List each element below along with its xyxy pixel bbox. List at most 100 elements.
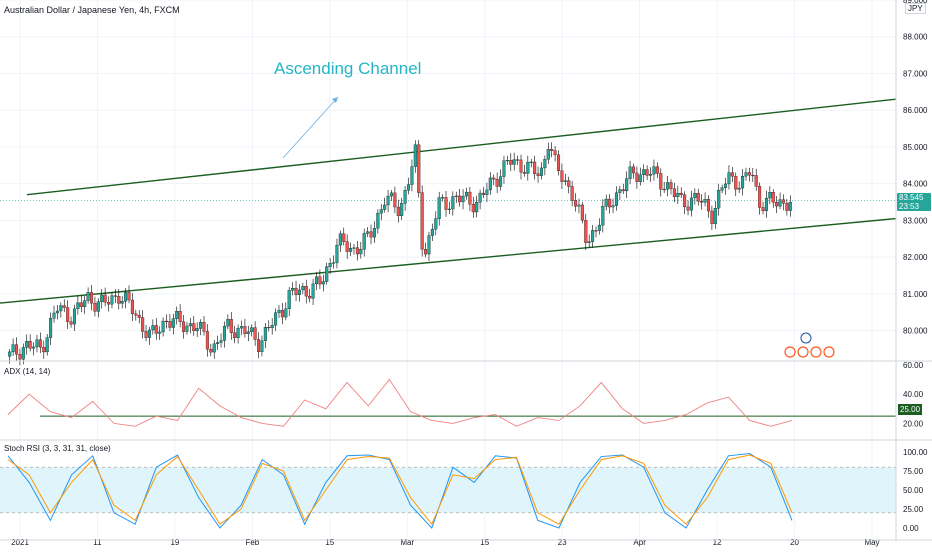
candle-down bbox=[747, 172, 751, 176]
candle-up bbox=[720, 187, 724, 191]
candle-down bbox=[495, 178, 499, 187]
economic-event-icon bbox=[810, 346, 822, 358]
candle-up bbox=[216, 342, 220, 344]
candle-up bbox=[246, 331, 250, 334]
candle-up bbox=[744, 172, 748, 177]
candle-up bbox=[284, 308, 288, 318]
candle-down bbox=[18, 354, 22, 360]
candle-up bbox=[212, 343, 216, 353]
candle-down bbox=[93, 302, 97, 312]
candle-up bbox=[11, 344, 15, 353]
candle-up bbox=[366, 231, 370, 234]
candle-up bbox=[430, 229, 434, 236]
economic-event-icon bbox=[823, 346, 835, 358]
stoch-band bbox=[0, 467, 896, 513]
candle-up bbox=[427, 235, 431, 255]
candle-up bbox=[158, 331, 162, 334]
candle-down bbox=[113, 295, 117, 297]
candle-down bbox=[280, 310, 284, 318]
candle-up bbox=[321, 281, 325, 285]
candle-down bbox=[631, 166, 636, 174]
candle-up bbox=[475, 202, 479, 213]
candle-down bbox=[117, 296, 121, 304]
currency-badge[interactable]: JPY bbox=[905, 3, 926, 14]
adx-level-badge: 25.00 bbox=[898, 404, 923, 415]
candle-down bbox=[730, 172, 734, 177]
candle-down bbox=[66, 307, 70, 322]
candle-down bbox=[471, 203, 475, 213]
candle-down bbox=[141, 317, 145, 332]
candle-up bbox=[488, 177, 492, 191]
candle-down bbox=[781, 199, 785, 204]
candle-up bbox=[601, 206, 605, 226]
annotation-arrow bbox=[282, 96, 339, 159]
candle-up bbox=[434, 218, 438, 230]
candle-down bbox=[168, 321, 172, 328]
candle-down bbox=[683, 194, 687, 208]
candle-down bbox=[509, 160, 513, 165]
candle-down bbox=[103, 294, 107, 303]
candle-down bbox=[202, 322, 206, 332]
candle-down bbox=[417, 144, 421, 193]
candle-up bbox=[386, 195, 390, 206]
candle-up bbox=[597, 224, 601, 231]
candle-down bbox=[536, 173, 540, 176]
candle-up bbox=[124, 292, 128, 302]
candle-down bbox=[516, 159, 520, 161]
ascending-channel-annotation[interactable]: Ascending Channel bbox=[274, 59, 422, 78]
candle-down bbox=[178, 311, 182, 322]
candle-down bbox=[700, 201, 704, 203]
candle-up bbox=[410, 166, 414, 185]
candle-up bbox=[478, 192, 482, 203]
candle-up bbox=[83, 300, 87, 307]
candle-up bbox=[764, 197, 768, 212]
candle-down bbox=[758, 186, 762, 208]
candle-down bbox=[533, 161, 537, 174]
y-tick-label: 86.000 bbox=[903, 106, 928, 115]
candle-down bbox=[107, 302, 111, 305]
candle-up bbox=[76, 302, 80, 310]
candle-up bbox=[86, 292, 90, 301]
candle-down bbox=[164, 320, 169, 323]
y-tick-label: 85.000 bbox=[903, 143, 928, 152]
candle-up bbox=[35, 339, 39, 348]
candle-up bbox=[652, 166, 656, 175]
x-tick-label: 12 bbox=[713, 538, 722, 547]
candle-up bbox=[352, 247, 356, 249]
candle-down bbox=[79, 302, 83, 307]
candle-down bbox=[754, 175, 758, 187]
adx-y-tick: 40.00 bbox=[903, 390, 924, 399]
candle-down bbox=[318, 276, 322, 285]
y-tick-label: 87.000 bbox=[903, 69, 928, 78]
candle-down bbox=[481, 192, 486, 195]
stoch-d-line bbox=[7, 454, 793, 526]
candle-up bbox=[529, 161, 533, 163]
candle-up bbox=[505, 160, 509, 162]
candle-up bbox=[400, 203, 404, 216]
x-tick-label: Apr bbox=[633, 538, 646, 547]
candle-up bbox=[413, 144, 417, 167]
candle-up bbox=[512, 159, 516, 165]
candle-up bbox=[693, 193, 697, 199]
candle-down bbox=[369, 231, 373, 238]
candle-up bbox=[332, 262, 336, 264]
economic-event-icon bbox=[797, 346, 809, 358]
candle-down bbox=[42, 347, 46, 353]
x-tick-label: 23 bbox=[558, 538, 567, 547]
candle-up bbox=[311, 283, 315, 299]
candle-up bbox=[379, 209, 383, 214]
candle-up bbox=[577, 204, 581, 207]
candle-up bbox=[543, 159, 547, 169]
candle-up bbox=[222, 325, 226, 341]
candle-down bbox=[761, 207, 765, 212]
candle-up bbox=[100, 294, 104, 302]
candle-up bbox=[349, 248, 353, 252]
candle-down bbox=[696, 193, 700, 202]
candle-down bbox=[233, 332, 237, 338]
last-price-badge: 83.545 23:53 bbox=[897, 193, 931, 211]
candle-up bbox=[778, 199, 782, 207]
candle-down bbox=[355, 247, 359, 255]
candle-down bbox=[635, 172, 639, 182]
candle-up bbox=[502, 160, 506, 177]
